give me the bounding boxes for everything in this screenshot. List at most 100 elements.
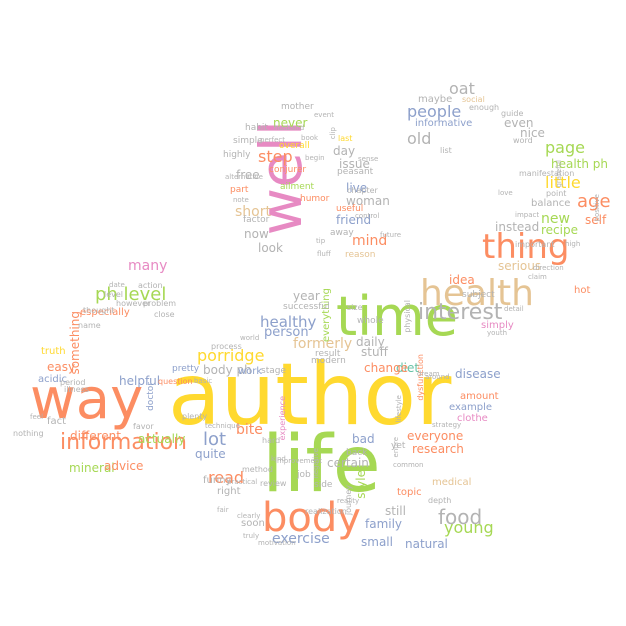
word-strategy: strategy — [432, 421, 462, 429]
word-health: health — [420, 273, 534, 314]
word-doctor: doctor — [146, 382, 156, 411]
word-maybe: maybe — [418, 94, 453, 105]
word-bad: bad — [352, 432, 375, 446]
word-look: look — [258, 241, 283, 255]
word-truth: truth — [41, 346, 66, 357]
word-guide: guide — [501, 109, 524, 118]
word-body-ph: body ph — [203, 363, 252, 377]
word-disease: disease — [455, 367, 501, 381]
word-amount: amount — [460, 391, 499, 402]
word-realization: realization — [305, 507, 347, 516]
word-husband: husband — [274, 124, 305, 132]
word-question: question — [158, 377, 193, 386]
word-many: many — [128, 258, 168, 274]
word-feel: feel — [30, 413, 44, 421]
word-impact: impact — [515, 211, 540, 219]
word-recipe: recipe — [541, 223, 578, 237]
word-yet: yet — [391, 441, 406, 451]
word-lot: lot — [203, 429, 227, 450]
word-short: short — [235, 204, 271, 220]
word-little: little — [545, 173, 581, 192]
word-however: however — [116, 299, 151, 308]
word-manifestation: manifestation — [519, 169, 575, 178]
word-size: size — [347, 303, 363, 312]
word-new: new — [541, 211, 570, 227]
word-young: young — [444, 518, 494, 537]
word-nothing: nothing — [13, 429, 44, 438]
word-plenty: plenty — [182, 412, 208, 421]
word-claim: claim — [528, 273, 547, 281]
word-time: time — [336, 285, 459, 348]
word-formerly: formerly — [293, 336, 353, 352]
word-away: away — [330, 228, 354, 238]
word-truly: truly — [243, 532, 260, 540]
word-fluff: fluff — [317, 250, 331, 258]
word-positive: positive — [593, 194, 601, 222]
word-favor: favor — [133, 422, 154, 431]
word-physical: physical — [403, 300, 412, 333]
word-certain: certain — [327, 456, 369, 470]
word-bite: bite — [236, 422, 263, 438]
word-result: result — [315, 349, 341, 359]
word-perfect: perfect — [260, 136, 285, 144]
word-overall: overall — [279, 141, 310, 151]
word-grateful: grateful — [555, 160, 563, 188]
word-process: process — [211, 342, 242, 351]
word-clip: clip — [329, 127, 337, 140]
word-simply: simply — [481, 320, 514, 331]
word-name: name — [78, 321, 101, 330]
word-style: style — [354, 470, 368, 499]
word-hot: hot — [574, 285, 591, 296]
word-reality: reality — [337, 497, 360, 505]
word-last: last — [338, 134, 353, 143]
word-everyone: everyone — [407, 429, 464, 443]
word-simple: simple — [233, 136, 263, 146]
word-actually: actually — [138, 432, 186, 446]
word-side: side — [314, 480, 333, 490]
word-work: work — [238, 366, 263, 377]
word-practical: practical — [227, 478, 258, 486]
word-woman: woman — [346, 194, 390, 208]
word-useful: useful — [336, 204, 364, 214]
word-motivation: motivation — [258, 539, 296, 547]
word-way: way — [30, 367, 144, 432]
word-lifestyle: lifestyle — [395, 395, 403, 423]
word-action: action — [138, 281, 163, 290]
word-balance: balance — [531, 198, 571, 209]
word-body: body — [262, 495, 361, 541]
word-thought: thought — [83, 306, 115, 315]
word-day: day — [333, 144, 356, 158]
word-advice: advice — [104, 459, 144, 473]
word-chapter: chapter — [347, 186, 378, 195]
word-diet: diet — [396, 361, 420, 375]
word-mother: mother — [281, 102, 314, 112]
word-kind: kind — [271, 455, 286, 463]
word-mind: mind — [352, 233, 388, 249]
word-family: family — [365, 517, 403, 531]
word-mineral: mineral — [69, 461, 115, 475]
word-especially: especially — [80, 307, 130, 318]
word-hard: hard — [262, 436, 281, 445]
word-direction: direction — [533, 264, 564, 272]
word-illness: illness — [64, 385, 89, 394]
word-informative: informative — [415, 118, 473, 129]
word-ph-level: ph level — [95, 284, 167, 305]
word-fair: fair — [217, 506, 229, 514]
word-exercise: exercise — [272, 531, 330, 547]
word-acidic: acidic — [38, 374, 68, 385]
word-helpful: helpful — [119, 374, 161, 388]
word-dream: dream — [417, 370, 440, 378]
word-thing: thing — [482, 227, 570, 267]
word-highly: highly — [223, 150, 251, 160]
word-factor: factor — [243, 215, 270, 225]
word-small: small — [361, 535, 393, 549]
word-peasant: peasant — [337, 167, 374, 177]
word-modern: modern — [311, 356, 346, 366]
word-people: people — [407, 102, 462, 121]
word-whole: whole — [357, 316, 384, 326]
word-humor: humor — [300, 194, 330, 204]
word-control: control — [355, 212, 380, 220]
word-age: age — [577, 191, 611, 212]
word-oat: oat — [449, 79, 475, 98]
